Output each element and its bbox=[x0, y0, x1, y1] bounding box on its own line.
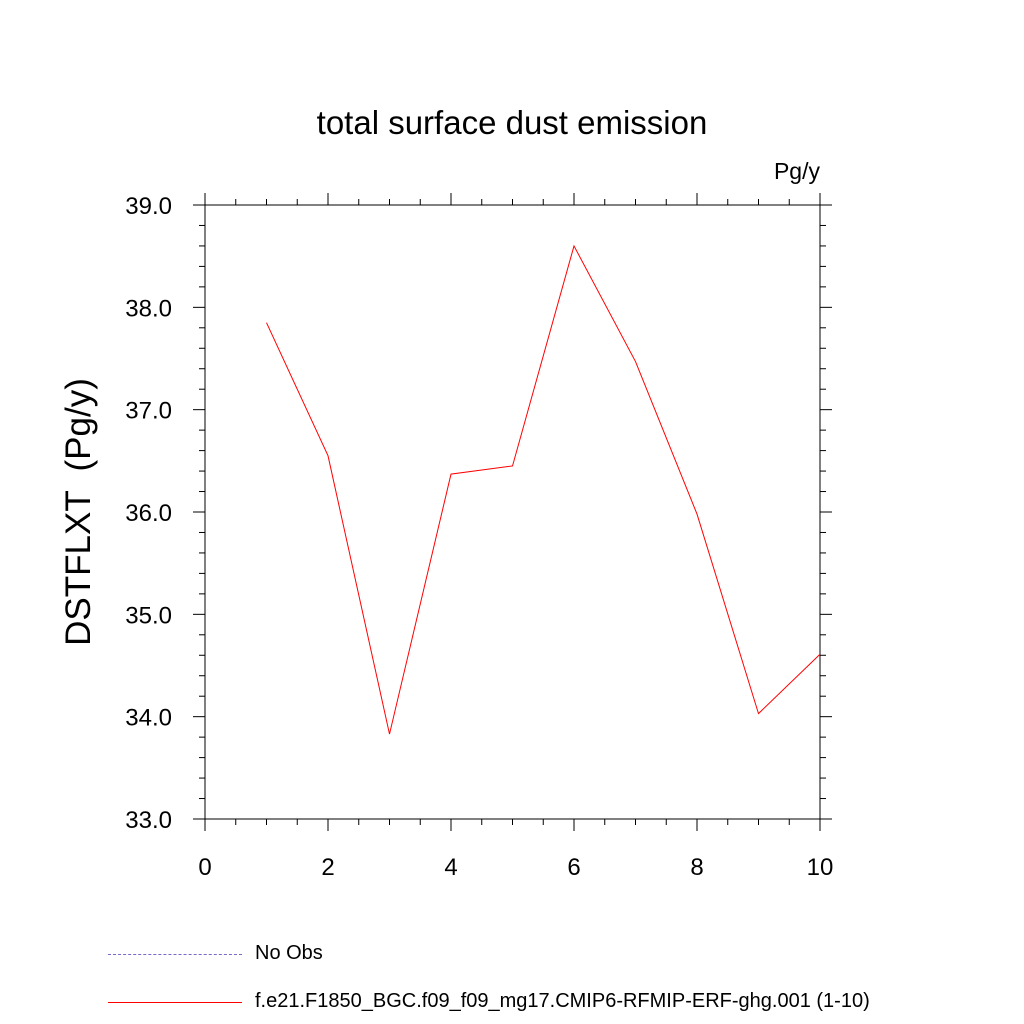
y-tick-label: 37.0 bbox=[125, 398, 172, 425]
y-tick-label: 36.0 bbox=[125, 500, 172, 527]
x-tick-label: 6 bbox=[567, 854, 580, 881]
x-tick-label: 4 bbox=[444, 854, 457, 881]
legend-label: No Obs bbox=[255, 942, 323, 964]
axis-tick-labels: 0 2 4 6 8 10 33.0 34.0 35.0 36.0 37.0 38.0 39.0 bbox=[125, 193, 833, 881]
legend-swatch-dashed bbox=[108, 954, 242, 955]
series-line bbox=[266, 244, 821, 735]
x-tick-label: 8 bbox=[690, 854, 703, 881]
y-tick-label: 38.0 bbox=[125, 295, 172, 322]
axis-ticks bbox=[193, 193, 832, 831]
series-group bbox=[266, 244, 821, 735]
y-tick-label: 33.0 bbox=[125, 807, 172, 834]
x-tick-label: 10 bbox=[807, 854, 834, 881]
x-tick-label: 2 bbox=[321, 854, 334, 881]
plot-frame bbox=[204, 204, 821, 820]
units-label: Pg/y bbox=[773, 158, 820, 184]
y-tick-label: 35.0 bbox=[125, 602, 172, 629]
y-tick-label: 39.0 bbox=[125, 193, 172, 220]
y-tick-label: 34.0 bbox=[125, 705, 172, 732]
legend-swatch-solid bbox=[108, 1002, 242, 1003]
chart-title: total surface dust emission bbox=[316, 104, 708, 141]
legend-label: f.e21.F1850_BGC.f09_f09_mg17.CMIP6-RFMIP… bbox=[255, 990, 870, 1012]
x-tick-label: 0 bbox=[198, 854, 211, 881]
